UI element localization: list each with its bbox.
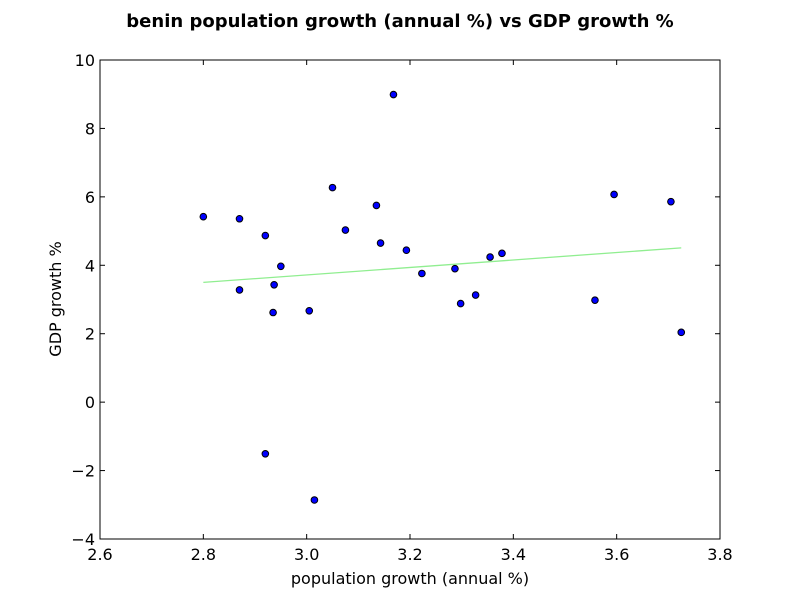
x-tick-label: 3.6: [604, 545, 629, 564]
data-point: [235, 286, 244, 294]
y-tick-label: −4: [71, 530, 95, 549]
data-point: [402, 246, 411, 255]
x-tick-label: 3.8: [707, 545, 732, 564]
data-point: [372, 201, 381, 210]
data-point: [305, 306, 314, 315]
data-point: [199, 212, 208, 221]
data-point: [270, 280, 278, 289]
y-axis-label: GDP growth %: [46, 241, 65, 356]
y-tick-label: 4: [85, 256, 95, 275]
plot-frame: [99, 59, 721, 540]
y-tick-label: 2: [85, 325, 95, 344]
data-point: [591, 296, 599, 304]
data-point: [456, 299, 465, 308]
data-point: [486, 253, 494, 261]
x-tick-label: 2.6: [87, 545, 112, 564]
y-tick-label: 6: [85, 188, 95, 207]
y-axis: −4 −2 0 2 4 6 8 10: [71, 51, 720, 549]
data-point: [451, 264, 459, 273]
x-tick-label: 3.0: [294, 545, 319, 564]
data-point: [610, 190, 618, 199]
data-point: [261, 450, 270, 458]
data-point: [471, 291, 480, 299]
data-point: [498, 249, 506, 258]
data-point: [389, 90, 398, 99]
y-tick-label: 0: [85, 393, 95, 412]
data-point: [667, 197, 675, 206]
data-point: [328, 183, 337, 192]
data-point: [277, 262, 285, 271]
data-point: [677, 328, 686, 337]
trend-line: [203, 247, 682, 284]
data-point: [269, 308, 277, 317]
data-point: [418, 269, 426, 278]
data-point: [235, 214, 244, 223]
y-tick-label: −2: [71, 462, 95, 481]
data-point: [261, 231, 270, 240]
data-point: [310, 496, 319, 504]
data-point: [376, 239, 385, 247]
x-tick-label: 3.4: [501, 545, 526, 564]
plot-area: [99, 59, 721, 540]
x-axis: 2.6 2.8 3.0 3.2 3.4 3.6 3.8: [87, 60, 733, 564]
x-tick-label: 3.2: [397, 545, 422, 564]
y-tick-label: 8: [85, 119, 95, 138]
x-axis-label: population growth (annual %): [291, 569, 529, 588]
x-tick-label: 2.8: [191, 545, 216, 564]
chart-title: benin population growth (annual %) vs GD…: [126, 11, 673, 32]
y-tick-label: 10: [75, 51, 95, 70]
data-point: [341, 226, 350, 234]
